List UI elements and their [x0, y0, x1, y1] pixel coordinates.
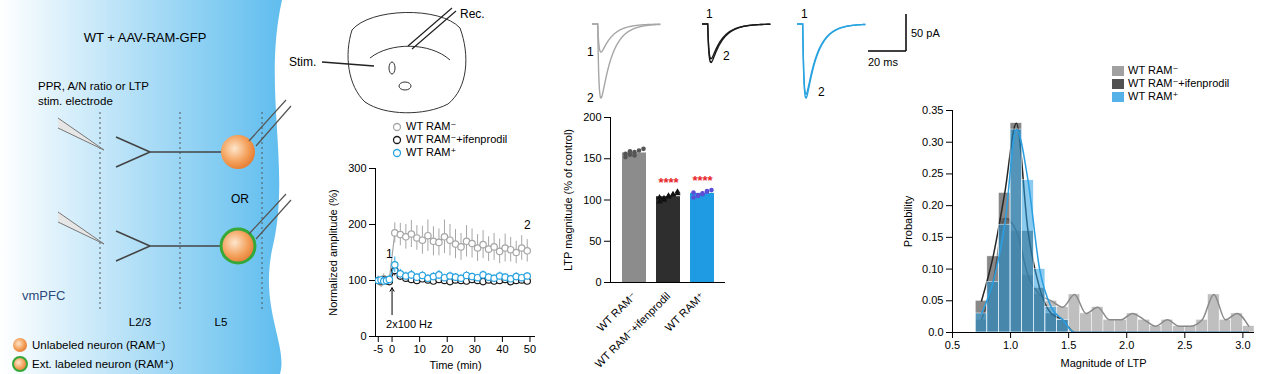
svg-text:0: 0: [595, 276, 601, 288]
svg-text:200: 200: [583, 111, 601, 123]
svg-text:20 ms: 20 ms: [868, 56, 898, 68]
svg-text:stim. electrode: stim. electrode: [38, 95, 113, 107]
svg-text:L2/3: L2/3: [129, 316, 151, 328]
svg-text:50: 50: [524, 343, 536, 355]
svg-text:PPR, A/N ratio or LTP: PPR, A/N ratio or LTP: [38, 80, 149, 92]
svg-text:50 pA: 50 pA: [911, 27, 940, 39]
html-text:WT RAM⁻: WT RAM⁻: [406, 120, 457, 132]
svg-text:30: 30: [469, 343, 481, 355]
svg-text:1: 1: [386, 247, 393, 261]
svg-text:0.10: 0.10: [922, 263, 943, 275]
svg-text:2: 2: [587, 91, 594, 105]
svg-text:0.05: 0.05: [922, 294, 943, 306]
svg-text:****: ****: [658, 175, 679, 190]
svg-text:0.20: 0.20: [922, 199, 943, 211]
svg-text:WT + AAV-RAM-GFP: WT + AAV-RAM-GFP: [84, 30, 207, 45]
svg-text:0: 0: [360, 330, 366, 342]
svg-text:100: 100: [583, 194, 601, 206]
html-text:WT RAM⁻+ifenprodil: WT RAM⁻+ifenprodil: [1128, 77, 1230, 89]
svg-text:50: 50: [589, 235, 601, 247]
html-text:WT RAM⁺: WT RAM⁺: [406, 146, 457, 158]
svg-text:Time (min): Time (min): [429, 359, 481, 371]
svg-text:0.30: 0.30: [922, 136, 943, 148]
html-text:WT RAM⁻: WT RAM⁻: [1128, 64, 1179, 76]
svg-text:0: 0: [389, 343, 395, 355]
svg-text:300: 300: [348, 162, 366, 174]
svg-text:10: 10: [414, 343, 426, 355]
svg-text:0.0: 0.0: [928, 326, 943, 338]
svg-text:2: 2: [723, 49, 730, 63]
svg-text:1: 1: [801, 7, 808, 21]
svg-text:LTP magnitude (% of control): LTP magnitude (% of control): [562, 129, 574, 271]
svg-text:1.5: 1.5: [1061, 339, 1076, 351]
svg-text:Normalized amplitude (%): Normalized amplitude (%): [327, 189, 339, 316]
html-text:WT RAM⁻+ifenprodil: WT RAM⁻+ifenprodil: [406, 133, 508, 145]
svg-text:L5: L5: [215, 316, 228, 328]
svg-text:1: 1: [706, 7, 713, 21]
svg-text:Rec.: Rec.: [460, 7, 485, 21]
svg-text:2: 2: [524, 218, 531, 232]
svg-text:WT RAM⁻+ifenprodil: WT RAM⁻+ifenprodil: [592, 290, 672, 370]
svg-text:0.25: 0.25: [922, 167, 943, 179]
svg-text:100: 100: [348, 274, 366, 286]
svg-text:2.5: 2.5: [1177, 339, 1192, 351]
svg-text:2.0: 2.0: [1119, 339, 1134, 351]
svg-text:Unlabeled neuron (RAM⁻): Unlabeled neuron (RAM⁻): [32, 339, 165, 351]
svg-text:1: 1: [587, 45, 594, 59]
svg-text:0.5: 0.5: [945, 339, 960, 351]
svg-text:1.0: 1.0: [1003, 339, 1018, 351]
svg-text:WT RAM⁺: WT RAM⁺: [662, 290, 706, 334]
svg-text:0.15: 0.15: [922, 231, 943, 243]
svg-text:****: ****: [692, 173, 713, 188]
svg-text:Magnitude of LTP: Magnitude of LTP: [1060, 357, 1146, 369]
svg-text:Probability: Probability: [902, 195, 914, 247]
svg-text:vmPFC: vmPFC: [22, 288, 65, 303]
svg-text:150: 150: [583, 152, 601, 164]
svg-text:3.0: 3.0: [1235, 339, 1250, 351]
svg-text:200: 200: [348, 218, 366, 230]
svg-text:Stim.: Stim.: [289, 55, 316, 69]
svg-text:20: 20: [441, 343, 453, 355]
svg-text:-5: -5: [373, 343, 383, 355]
svg-text:OR: OR: [231, 192, 249, 206]
svg-text:2: 2: [818, 85, 825, 99]
html-text:WT RAM⁺: WT RAM⁺: [1128, 90, 1179, 102]
svg-text:2x100 Hz: 2x100 Hz: [386, 318, 432, 330]
svg-text:40: 40: [496, 343, 508, 355]
svg-text:0.35: 0.35: [922, 104, 943, 116]
svg-text:Ext. labeled neuron (RAM⁺): Ext. labeled neuron (RAM⁺): [32, 358, 174, 370]
